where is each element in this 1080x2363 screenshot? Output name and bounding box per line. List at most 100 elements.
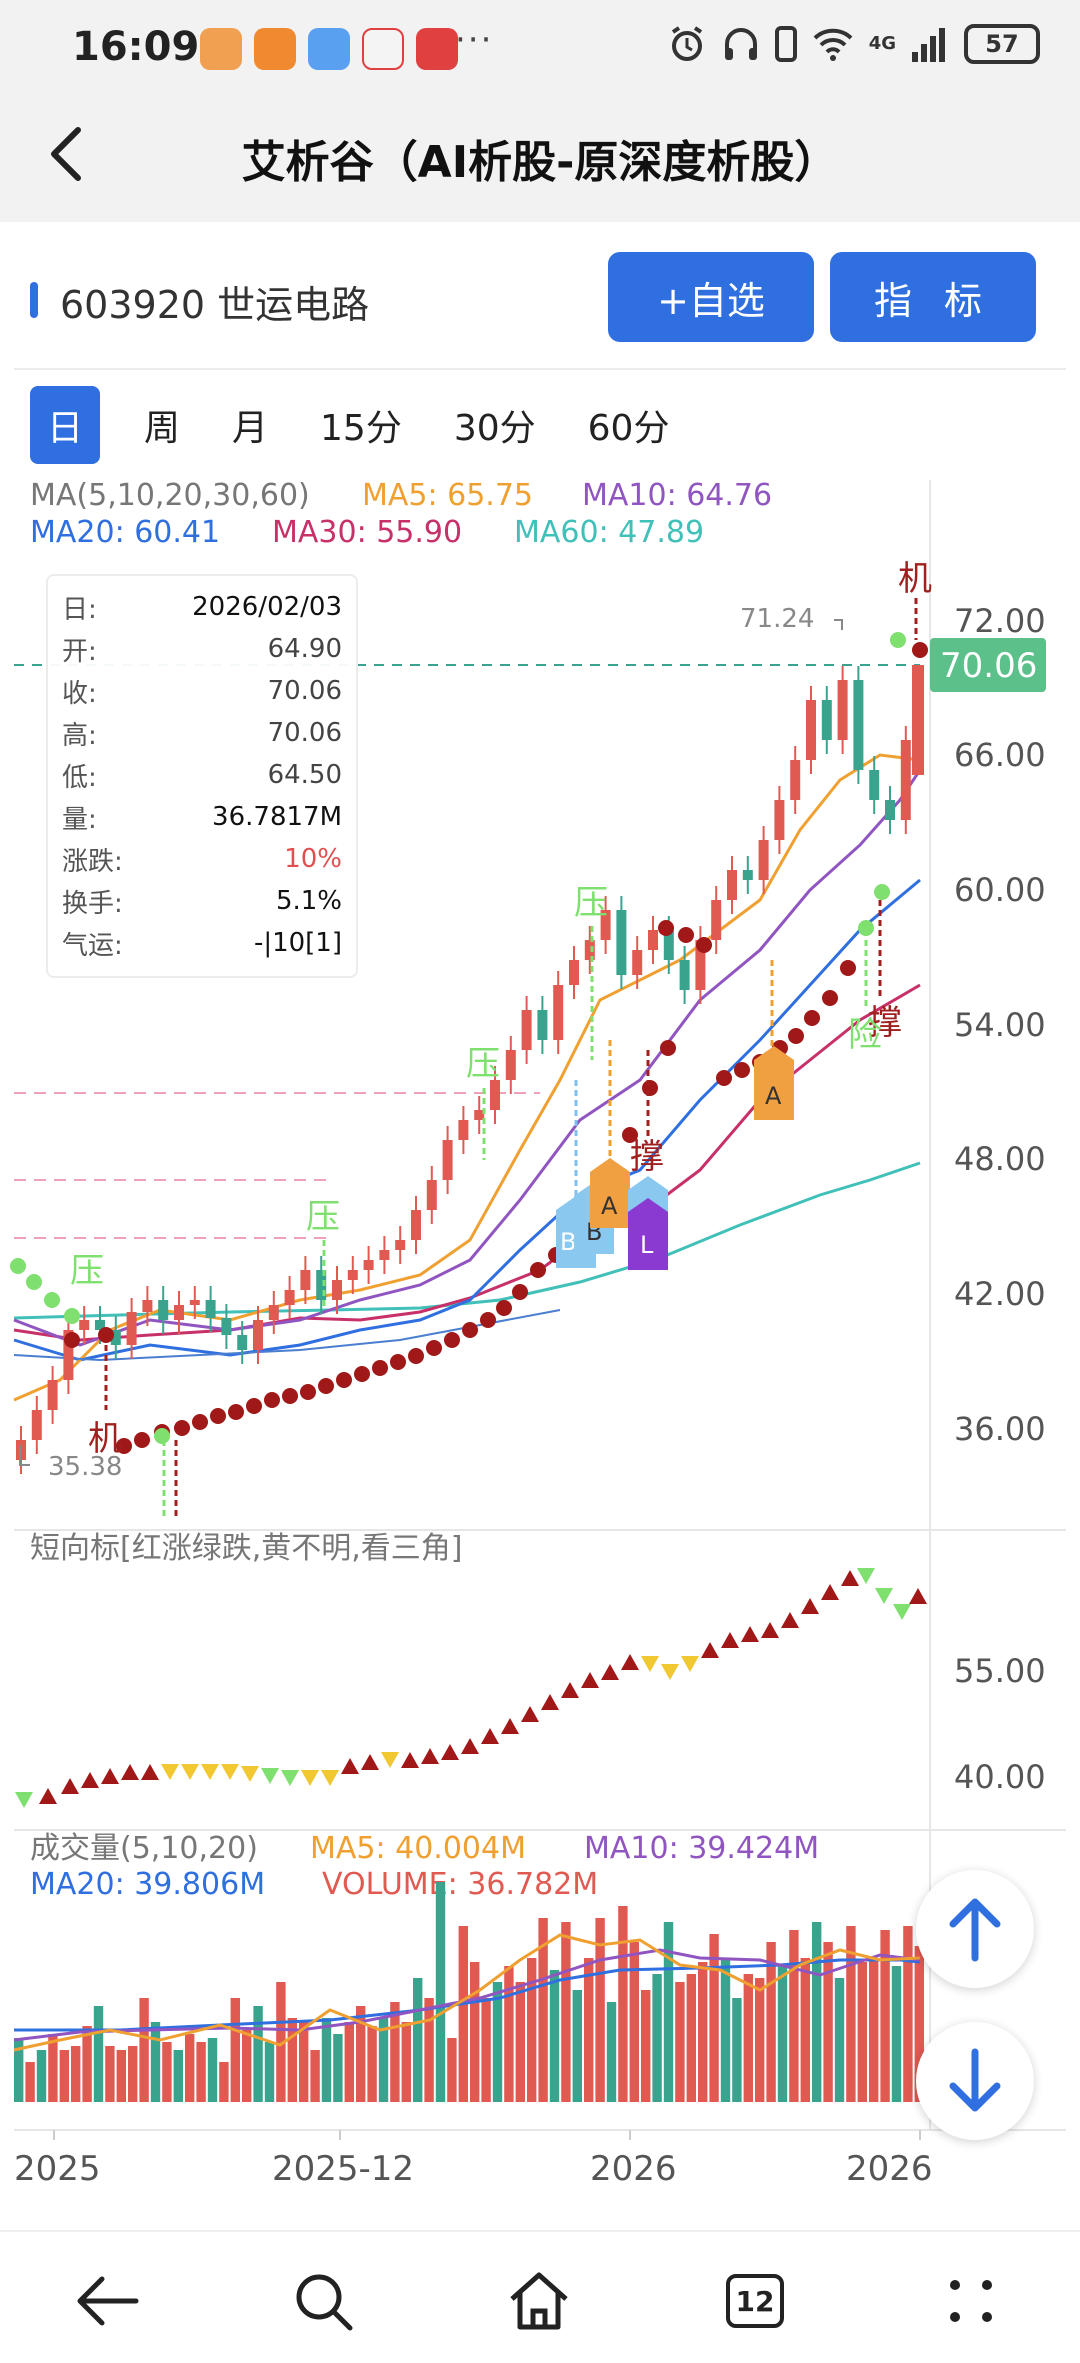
signal-xian: 险 [848, 1015, 882, 1055]
info-value: -|10[1] [253, 928, 342, 958]
app-notification-icon [254, 28, 296, 70]
sar-dot-red [788, 1028, 804, 1044]
volume-bar [333, 2034, 343, 2102]
triangle-up-icon [101, 1768, 119, 1784]
sar-dot-red [192, 1414, 208, 1430]
tag-A: A [601, 1192, 618, 1220]
tab-60min[interactable]: 60分 [587, 408, 670, 449]
add-favorite-button[interactable]: +自选 [608, 252, 814, 342]
sar-dot-red [300, 1384, 316, 1400]
sar-dot-red [282, 1388, 298, 1404]
signal-ji: 机 [898, 559, 932, 599]
candle-body [632, 950, 643, 975]
nav-menu-button[interactable] [926, 2256, 1016, 2346]
sar-dot-red [912, 642, 928, 658]
back-button[interactable] [30, 114, 110, 194]
tab-week[interactable]: 周 [144, 408, 181, 449]
volume-bar [755, 1978, 765, 2102]
volume-bar [504, 1966, 514, 2102]
volume-bar [766, 1942, 776, 2102]
candle-body [142, 1300, 153, 1312]
info-row: 日: 2026/02/03 [62, 586, 342, 628]
triangle-up-icon [581, 1672, 599, 1688]
scroll-down-button[interactable] [916, 2022, 1034, 2140]
candle-body [174, 1305, 184, 1320]
volume-bar [584, 1958, 594, 2102]
candle-body [837, 680, 848, 740]
volume-bar [59, 2050, 69, 2102]
triangle-down-icon [221, 1764, 239, 1780]
ma10-legend: MA10: 64.76 [582, 478, 772, 513]
nav-home-button[interactable] [494, 2256, 584, 2346]
sar-dot-red [642, 1080, 658, 1096]
triangle-up-icon [141, 1764, 159, 1780]
last-price-value: 70.06 [940, 646, 1037, 686]
stock-info-row: 603920 世运电路 +自选 指 标 [0, 222, 1080, 372]
ma5-legend: MA5: 65.75 [362, 478, 533, 513]
candle-body [600, 910, 611, 940]
candle-body [663, 930, 674, 960]
home-icon [510, 2272, 568, 2330]
page-title: 艾析谷（AI析股-原深度析股） [241, 137, 839, 188]
tab-month[interactable]: 月 [232, 408, 269, 449]
info-key: 高: [62, 720, 97, 751]
info-value: 70.06 [267, 676, 342, 706]
triangle-down-icon [893, 1604, 911, 1620]
triangle-up-icon [401, 1752, 419, 1768]
volume-bar [732, 1998, 742, 2102]
triangle-up-icon [521, 1706, 539, 1722]
triangle-up-icon [61, 1778, 79, 1794]
network-type: 4G [868, 33, 896, 54]
volume-bar [401, 2022, 411, 2102]
volume-bars [14, 1882, 924, 2102]
sar-dot-red [512, 1284, 528, 1300]
signal-ya: 压 [466, 1044, 500, 1084]
period-tabs: 日 周 月 15分 30分 60分 [30, 385, 721, 465]
volume-bar [264, 2042, 275, 2102]
info-row: 量: 36.7817M [62, 796, 342, 838]
triangle-down-icon [321, 1770, 339, 1786]
scroll-up-button[interactable] [916, 1870, 1034, 1988]
candle-body [31, 1410, 42, 1440]
short-tick: 40.00 [954, 1758, 1046, 1796]
triangle-down-icon [241, 1766, 259, 1782]
volume-bar [709, 1934, 719, 2102]
nav-search-button[interactable] [278, 2256, 368, 2346]
tab-day[interactable]: 日 [30, 386, 100, 464]
nav-tabs-button[interactable]: 12 [710, 2256, 800, 2346]
signal-ji: 机 [88, 1419, 122, 1459]
volume-ma10: MA10: 39.424M [584, 1831, 819, 1866]
volume-bar [36, 2050, 47, 2102]
sar-dot-green [874, 884, 890, 900]
stock-chart[interactable]: MA(5,10,20,30,60) MA5: 65.75 MA10: 64.76… [0, 470, 1080, 2190]
volume-bar [310, 2050, 320, 2102]
info-row: 涨跌: 10% [62, 838, 342, 880]
volume-bar [515, 1982, 525, 2102]
triangle-up-icon [341, 1758, 359, 1774]
triangle-up-icon [361, 1754, 379, 1770]
app-notification-icon [362, 28, 404, 70]
x-axis: 2025 2025-12 2026 2026 [14, 2130, 933, 2189]
period-low-label: 35.38 [48, 1452, 122, 1482]
indicator-button[interactable]: 指 标 [830, 252, 1036, 342]
triangle-down-icon [875, 1588, 893, 1604]
nav-back-button[interactable] [62, 2256, 152, 2346]
triangle-down-icon [161, 1764, 179, 1780]
tab-30min[interactable]: 30分 [453, 408, 536, 449]
volume-bar [606, 2002, 617, 2102]
sar-dot-red [174, 1420, 190, 1436]
candle-body [221, 1318, 232, 1335]
volume-bar [230, 1998, 240, 2102]
volume-title: 成交量(5,10,20) [30, 1831, 258, 1866]
sar-dot-red [658, 920, 674, 936]
triangle-down-icon [15, 1792, 33, 1808]
candle-body [537, 1010, 548, 1040]
search-icon [296, 2274, 353, 2331]
tab-15min[interactable]: 15分 [320, 408, 402, 449]
volume-ma5-line [13, 1933, 921, 2052]
info-value: 5.1% [275, 886, 342, 916]
candle-body [47, 1380, 58, 1410]
short-tick: 55.00 [954, 1652, 1046, 1690]
chevron-left-icon [51, 127, 81, 181]
volume-bar [413, 1978, 423, 2102]
